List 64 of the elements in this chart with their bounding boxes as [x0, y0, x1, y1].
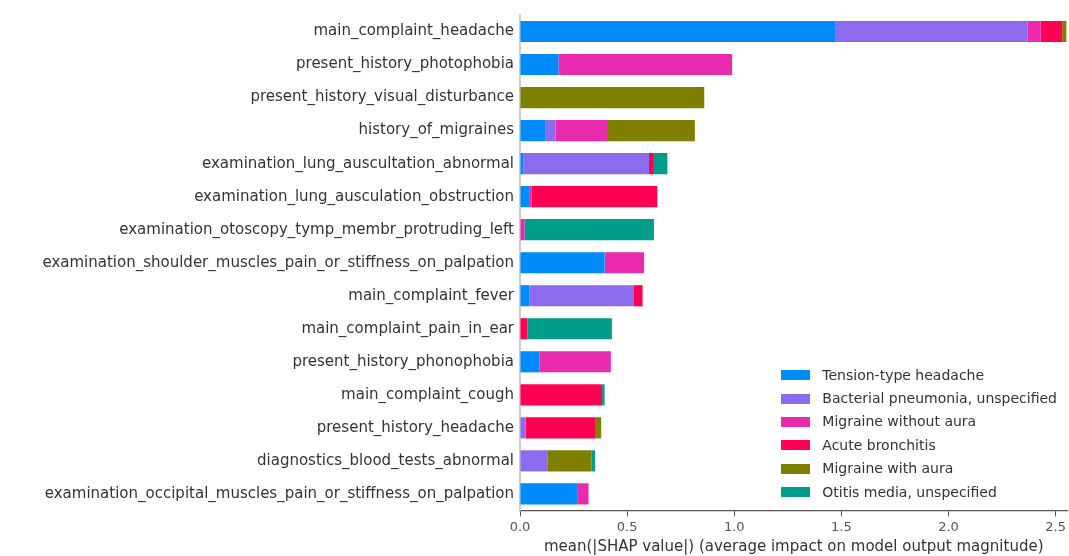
legend-label: Bacterial pneumonia, unspecified	[822, 388, 1057, 408]
bar	[648, 153, 654, 175]
bar	[545, 120, 556, 142]
bar	[520, 450, 548, 472]
legend-label: Acute bronchitis	[822, 435, 936, 455]
y-tick-label: main_complaint_headache	[313, 21, 514, 41]
bar	[1040, 20, 1063, 43]
bar	[520, 87, 705, 109]
bar	[520, 120, 546, 142]
bar	[520, 351, 540, 373]
bar	[834, 20, 1028, 43]
bar	[594, 417, 602, 439]
bar	[547, 450, 592, 472]
bar	[577, 483, 589, 505]
legend-label: Migraine without aura	[822, 412, 977, 432]
x-axis-title: mean(|SHAP value|) (average impact on model output magnitude)	[543, 536, 1044, 555]
y-tick-label: present_history_phonophobia	[292, 351, 514, 371]
bar	[525, 417, 595, 439]
bar	[520, 219, 525, 241]
y-tick-label: main_complaint_pain_in_ear	[301, 318, 515, 338]
x-tick-label: 1.0	[723, 518, 745, 534]
y-tick-label: main_complaint_fever	[348, 285, 515, 305]
bar	[1027, 20, 1041, 43]
bar	[602, 384, 605, 406]
bar	[524, 219, 654, 241]
bar	[520, 53, 559, 76]
y-tick-label: examination_lung_auscultation_abnormal	[202, 153, 514, 173]
bar	[604, 252, 645, 274]
y-tick-label: examination_shoulder_muscles_pain_or_stiffness_on_palpation	[42, 252, 514, 272]
y-tick-label: examination_occipital_muscles_pain_or_stiffness_on_palpation	[44, 483, 514, 503]
bar	[539, 351, 611, 373]
bar	[527, 318, 612, 340]
legend-label: Tension-type headache	[822, 365, 985, 385]
bar	[520, 384, 603, 406]
bar	[558, 53, 733, 76]
y-tick-label: diagnostics_blood_tests_abnormal	[257, 450, 514, 470]
y-tick-label: history_of_migraines	[358, 120, 515, 140]
bar	[523, 153, 649, 175]
legend-label: Otitis media, unspecified	[822, 482, 997, 502]
y-tick-label: present_history_photophobia	[296, 54, 514, 74]
x-tick-label: 1.5	[831, 518, 852, 534]
bar	[555, 120, 607, 142]
y-tick-label: examination_lung_ausculation_obstruction	[194, 186, 514, 206]
x-tick-label: 0.0	[509, 518, 531, 534]
bar	[529, 285, 634, 307]
bar	[1062, 20, 1067, 43]
y-tick-label: present_history_visual_disturbance	[250, 87, 514, 107]
bar	[520, 186, 530, 208]
bar	[633, 285, 643, 307]
bar	[520, 417, 526, 439]
y-tick-label: examination_otoscopy_tymp_membr_protruding_left	[119, 219, 515, 239]
legend-label: Migraine with aura	[822, 459, 954, 479]
bar	[520, 252, 605, 274]
bar	[591, 450, 595, 472]
bar	[520, 483, 578, 505]
y-tick-label: main_complaint_cough	[341, 384, 514, 404]
x-tick-label: 0.5	[616, 518, 638, 534]
x-tick-label: 2.5	[1045, 518, 1067, 534]
bar	[653, 153, 668, 175]
bar	[520, 20, 835, 43]
x-tick-label: 2.0	[938, 518, 959, 534]
bar	[606, 120, 695, 142]
bar	[531, 186, 658, 208]
y-tick-label: present_history_headache	[316, 417, 514, 437]
